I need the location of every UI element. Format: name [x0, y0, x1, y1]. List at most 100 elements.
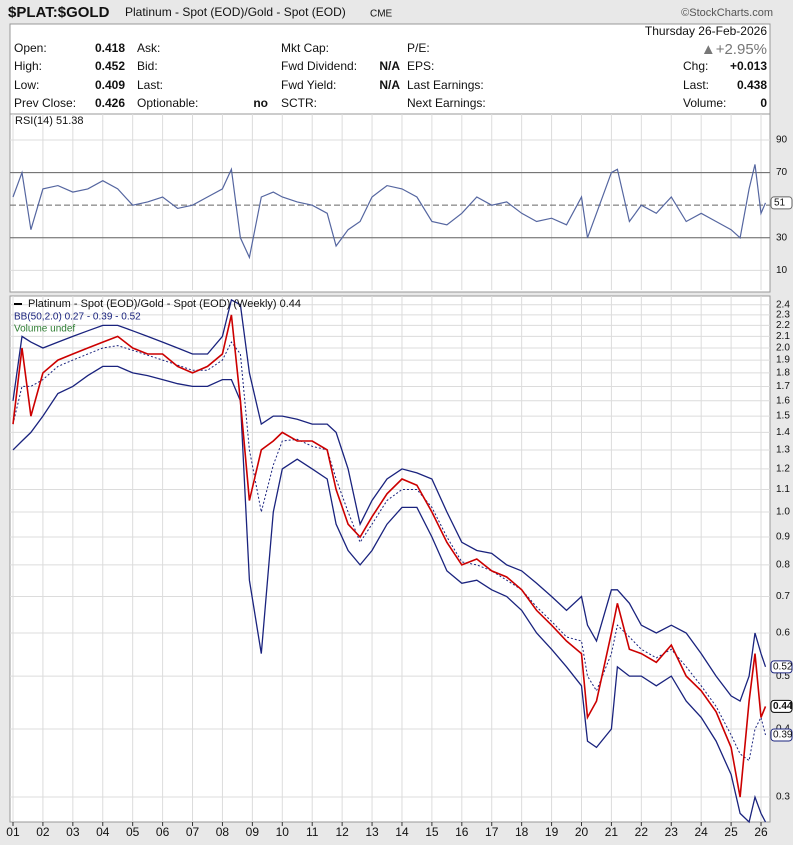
y-tick-label: 0.3 — [776, 792, 790, 803]
x-tick-label: 24 — [695, 825, 709, 839]
y-tick-label: 1.4 — [776, 427, 790, 438]
last-value-box — [770, 660, 793, 674]
rsi-line — [12, 164, 767, 260]
date: Thursday 26-Feb-2026 — [645, 24, 767, 38]
quote-label: Last Earnings: — [407, 78, 484, 92]
last-value-label: 0.44 — [773, 701, 793, 712]
y-tick-label: 70 — [776, 167, 788, 178]
x-tick-label: 22 — [635, 825, 649, 839]
quote-label: Fwd Dividend: — [281, 59, 357, 73]
x-tick-label: 17 — [485, 825, 499, 839]
quote-label: Volume: — [683, 96, 726, 110]
x-tick-label: 19 — [545, 825, 559, 839]
x-tick-label: 13 — [365, 825, 379, 839]
x-tick-label: 26 — [754, 825, 768, 839]
current-marker-box — [770, 196, 793, 210]
y-tick-label: 0.6 — [776, 628, 790, 639]
quote-value: 0.438 — [737, 78, 767, 92]
quote-label: Chg: — [683, 59, 708, 73]
quote-label: Ask: — [137, 41, 160, 55]
quote-label: Optionable: — [137, 96, 198, 110]
source: ©StockCharts.com — [681, 7, 773, 19]
quote-label: Mkt Cap: — [281, 41, 329, 55]
x-tick-label: 01 — [6, 825, 20, 839]
price-panel — [9, 295, 771, 823]
x-tick-label: 02 — [36, 825, 50, 839]
quote-label: Low: — [14, 78, 39, 92]
x-tick-label: 06 — [156, 825, 170, 839]
y-tick-label: 0.7 — [776, 591, 790, 602]
y-tick-label: 1.6 — [776, 395, 790, 406]
quote-label: P/E: — [407, 41, 430, 55]
x-tick-label: 10 — [276, 825, 290, 839]
quote-label: Fwd Yield: — [281, 78, 336, 92]
x-tick-label: 04 — [96, 825, 110, 839]
quote-label: Bid: — [137, 59, 158, 73]
x-tick-label: 18 — [515, 825, 529, 839]
legend-bb: BB(50,2.0) 0.27 - 0.39 - 0.52 — [14, 312, 141, 323]
y-tick-label: 2.0 — [776, 343, 790, 354]
bb-middle — [12, 341, 766, 762]
y-tick-label: 0.9 — [776, 532, 790, 543]
y-tick-label: 1.9 — [776, 355, 790, 366]
last-value-box — [770, 699, 793, 713]
quote-value: 0 — [760, 96, 767, 110]
price-line — [12, 314, 767, 798]
x-tick-label: 16 — [455, 825, 469, 839]
y-tick-label: 1.8 — [776, 368, 790, 379]
legend-price: Platinum - Spot (EOD)/Gold - Spot (EOD) … — [28, 298, 301, 310]
x-tick-label: 09 — [246, 825, 260, 839]
quote-value: 0.409 — [95, 78, 125, 92]
y-tick-label: 90 — [776, 135, 788, 146]
y-tick-label: 10 — [776, 265, 788, 276]
rsi-title: RSI(14) 51.38 — [15, 115, 83, 127]
x-tick-label: 03 — [66, 825, 80, 839]
y-tick-label: 1.0 — [776, 507, 790, 518]
x-tick-label: 21 — [605, 825, 619, 839]
quote-label: Prev Close: — [14, 96, 76, 110]
y-tick-label: 1.7 — [776, 381, 790, 392]
quote-label: Next Earnings: — [407, 96, 486, 110]
quote-label: High: — [14, 59, 42, 73]
last-value-label: 0.52 — [773, 661, 793, 672]
x-tick-label: 07 — [186, 825, 200, 839]
quote-label: EPS: — [407, 59, 434, 73]
quote-value: 0.426 — [95, 96, 125, 110]
y-tick-label: 30 — [776, 232, 788, 243]
change-pct: ▲+2.95% — [701, 41, 767, 58]
x-tick-label: 12 — [335, 825, 349, 839]
x-tick-label: 05 — [126, 825, 140, 839]
last-value-label: 0.39 — [773, 730, 793, 741]
quote-label: SCTR: — [281, 96, 317, 110]
y-tick-label: 2.3 — [776, 310, 790, 321]
quote-value: N/A — [379, 59, 400, 73]
current-marker-label: 51 — [774, 198, 786, 209]
quote-value: 0.418 — [95, 41, 125, 55]
y-tick-label: 1.5 — [776, 411, 790, 422]
quote-value: +0.013 — [730, 59, 767, 73]
quote-box — [9, 23, 771, 115]
exchange: CME — [370, 9, 393, 20]
legend-volume: Volume undef — [14, 324, 75, 335]
quote-label: Last: — [683, 78, 709, 92]
bb-upper — [12, 298, 767, 703]
y-tick-label: 0.5 — [776, 671, 790, 682]
symbol: $PLAT:$GOLD — [8, 4, 110, 21]
quote-value: 0.452 — [95, 59, 125, 73]
rsi-panel — [9, 113, 771, 293]
quote-value: N/A — [379, 78, 400, 92]
bb-lower — [12, 365, 767, 824]
quote-label: Open: — [14, 41, 47, 55]
y-tick-label: 2.1 — [776, 331, 790, 342]
x-tick-label: 20 — [575, 825, 589, 839]
description: Platinum - Spot (EOD)/Gold - Spot (EOD) — [125, 5, 346, 19]
x-tick-label: 25 — [724, 825, 738, 839]
x-tick-label: 08 — [216, 825, 230, 839]
y-tick-label: 1.1 — [776, 484, 790, 495]
quote-label: Last: — [137, 78, 163, 92]
y-tick-label: 1.3 — [776, 445, 790, 456]
x-tick-label: 14 — [395, 825, 409, 839]
x-tick-label: 23 — [665, 825, 679, 839]
